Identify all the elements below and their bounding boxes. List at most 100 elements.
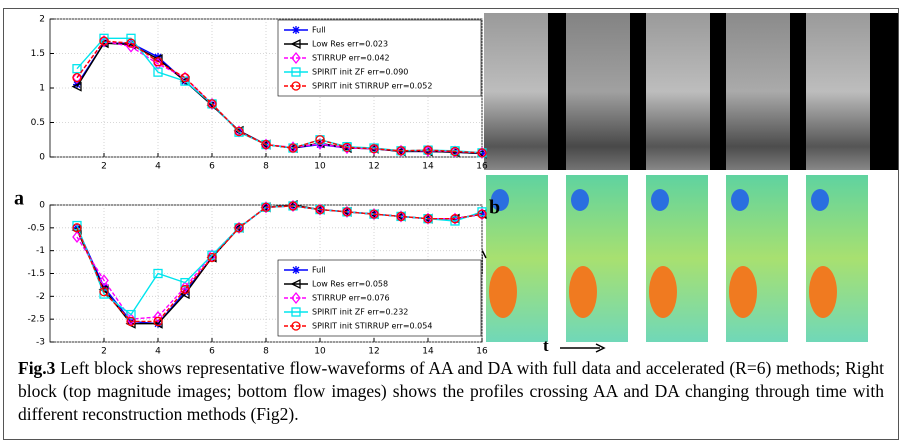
- marker: [423, 145, 433, 155]
- x-tick-label: 4: [155, 162, 161, 172]
- marker: [126, 316, 136, 327]
- x-tick-label: 12: [368, 162, 379, 172]
- x-tick-label: 4: [155, 347, 161, 356]
- y-tick-label: 0: [39, 201, 45, 211]
- marker: [291, 291, 301, 305]
- marker: [99, 36, 109, 46]
- marker: [99, 33, 109, 43]
- marker: [72, 223, 82, 233]
- marker: [288, 199, 298, 212]
- flow-spot: [729, 266, 757, 318]
- marker: [396, 146, 406, 156]
- legend-label: SPIRIT init ZF err=0.232: [312, 308, 408, 317]
- marker: [180, 284, 190, 295]
- marker: [180, 277, 190, 288]
- marker: [153, 316, 163, 327]
- marker: [291, 307, 301, 317]
- y-tick-label: 2: [39, 15, 45, 25]
- legend-label: Full: [312, 266, 326, 275]
- marker: [315, 203, 325, 216]
- marker: [369, 142, 379, 155]
- marker: [292, 266, 300, 274]
- marker: [450, 145, 460, 158]
- marker: [153, 57, 163, 70]
- legend-label: SPIRIT init STIRRUP err=0.054: [312, 322, 432, 331]
- x-tick-label: 10: [314, 347, 326, 356]
- marker: [71, 81, 82, 92]
- marker: [292, 26, 300, 34]
- marker: [99, 287, 109, 297]
- x-tick-label: 6: [209, 162, 215, 172]
- x-tick-label: 2: [101, 162, 107, 172]
- marker: [153, 268, 163, 279]
- y-tick-label: -3: [36, 338, 45, 348]
- legend-label: Low Res err=0.058: [312, 280, 388, 289]
- marker: [126, 38, 136, 48]
- marker: [396, 144, 406, 157]
- marker: [261, 139, 271, 150]
- marker: [423, 214, 433, 224]
- marker: [99, 35, 109, 48]
- marker: [72, 71, 82, 84]
- marker: [288, 201, 298, 211]
- marker: [207, 252, 217, 263]
- y-tick-label: 0: [39, 153, 45, 163]
- marker: [396, 211, 406, 222]
- y-tick-label: -1.5: [27, 269, 45, 279]
- x-tick-label: 8: [263, 347, 269, 356]
- marker: [126, 33, 136, 43]
- marker: [153, 67, 163, 77]
- marker: [234, 126, 244, 137]
- x-tick-label: 12: [368, 347, 379, 356]
- marker: [342, 142, 352, 152]
- marker: [234, 223, 244, 233]
- caption-text: Left block shows representative flow-wav…: [18, 358, 884, 424]
- flow-spot: [651, 189, 669, 211]
- marker: [180, 73, 190, 83]
- magnitude-image: [726, 13, 790, 170]
- legend: [277, 259, 482, 337]
- legend-label: Full: [312, 26, 326, 35]
- x-tick-label: 14: [422, 347, 434, 356]
- marker: [342, 205, 352, 218]
- marker: [291, 81, 301, 91]
- marker: [369, 209, 379, 219]
- magnitude-image: [646, 13, 710, 170]
- panel-label: b: [489, 197, 500, 219]
- marker: [423, 144, 433, 157]
- legend-label: SPIRIT init ZF err=0.090: [312, 68, 408, 77]
- flow-spot: [569, 266, 597, 318]
- x-tick-label: 16: [476, 347, 488, 356]
- legend-label: STIRRUP err=0.042: [312, 54, 390, 63]
- marker: [99, 274, 109, 287]
- marker: [290, 38, 301, 50]
- t-arrow-head: [595, 343, 606, 353]
- marker: [261, 202, 271, 212]
- series-line: [76, 205, 483, 323]
- image-panel: [477, 13, 898, 353]
- marker: [72, 73, 82, 83]
- y-tick-label: 1: [39, 84, 45, 94]
- marker: [315, 204, 325, 215]
- magnitude-image: [566, 13, 630, 170]
- x-tick-label: 14: [422, 162, 434, 172]
- marker: [291, 321, 301, 331]
- y-tick-label: -2.5: [27, 315, 45, 325]
- flow-images: [486, 175, 868, 342]
- flow-spot: [811, 189, 829, 211]
- caption: Fig.3 Left block shows representative fl…: [18, 357, 884, 426]
- flow-spot: [491, 189, 509, 211]
- marker: [369, 144, 379, 154]
- marker: [153, 57, 163, 67]
- y-tick-label: 0.5: [31, 118, 45, 128]
- magnitude-image: [484, 13, 548, 170]
- legend-label: STIRRUP err=0.076: [312, 294, 390, 303]
- marker: [261, 201, 271, 214]
- marker: [315, 135, 325, 145]
- series-line: [76, 37, 483, 154]
- x-tick-label: 2: [101, 347, 107, 356]
- marker: [423, 212, 433, 225]
- flow-spot: [649, 266, 677, 318]
- y-tick-label: -1: [36, 246, 45, 256]
